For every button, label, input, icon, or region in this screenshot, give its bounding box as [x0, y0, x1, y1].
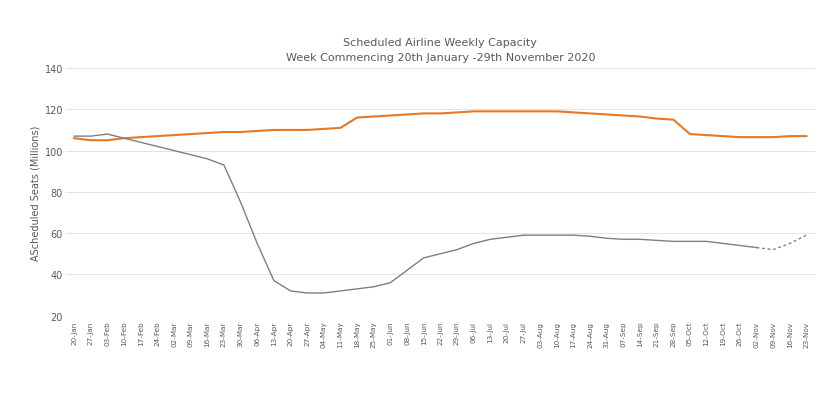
Y-axis label: AScheduled Seats (Millions): AScheduled Seats (Millions)	[30, 125, 40, 260]
Title: Scheduled Airline Weekly Capacity
Week Commencing 20th January -29th November 20: Scheduled Airline Weekly Capacity Week C…	[286, 38, 595, 62]
